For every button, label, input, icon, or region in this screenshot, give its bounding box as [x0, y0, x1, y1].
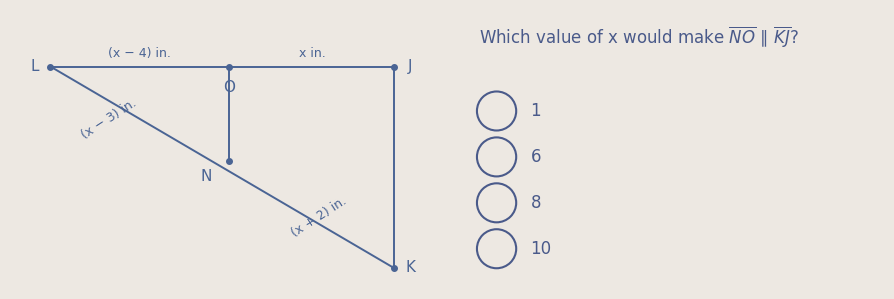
- Text: (x − 3) in.: (x − 3) in.: [80, 96, 139, 141]
- Text: (x − 4) in.: (x − 4) in.: [108, 47, 171, 60]
- Text: 8: 8: [530, 194, 540, 212]
- Text: Which value of x would make $\overline{NO}$ ∥ $\overline{KJ}$?: Which value of x would make $\overline{N…: [478, 25, 797, 49]
- Text: J: J: [408, 59, 412, 74]
- Text: x in.: x in.: [299, 47, 325, 60]
- Text: 10: 10: [530, 240, 551, 258]
- Text: 6: 6: [530, 148, 540, 166]
- Text: O: O: [223, 80, 234, 95]
- Text: 1: 1: [530, 102, 541, 120]
- Text: K: K: [405, 260, 415, 275]
- Text: N: N: [200, 169, 212, 184]
- Text: L: L: [30, 59, 38, 74]
- Text: (x + 2) in.: (x + 2) in.: [289, 194, 349, 239]
